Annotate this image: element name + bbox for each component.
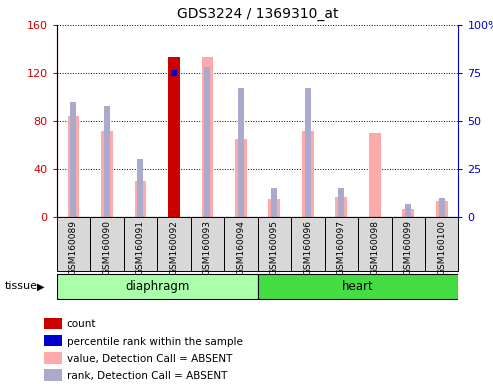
- Bar: [369, 133, 381, 217]
- Text: percentile rank within the sample: percentile rank within the sample: [67, 337, 243, 347]
- Text: GSM160094: GSM160094: [236, 220, 246, 275]
- Bar: [338, 188, 344, 217]
- Bar: [202, 57, 213, 217]
- FancyBboxPatch shape: [425, 217, 458, 271]
- Bar: [171, 70, 177, 76]
- FancyBboxPatch shape: [257, 217, 291, 271]
- Text: rank, Detection Call = ABSENT: rank, Detection Call = ABSENT: [67, 371, 227, 381]
- Bar: [436, 201, 448, 217]
- FancyBboxPatch shape: [124, 217, 157, 271]
- Text: diaphragm: diaphragm: [125, 280, 189, 293]
- Bar: [70, 102, 76, 217]
- FancyBboxPatch shape: [57, 217, 90, 271]
- Bar: [238, 88, 244, 217]
- FancyBboxPatch shape: [358, 217, 391, 271]
- FancyBboxPatch shape: [324, 217, 358, 271]
- Text: GSM160100: GSM160100: [437, 220, 446, 275]
- Text: GSM160089: GSM160089: [69, 220, 78, 275]
- FancyBboxPatch shape: [191, 217, 224, 271]
- Text: value, Detection Call = ABSENT: value, Detection Call = ABSENT: [67, 354, 232, 364]
- Bar: [439, 198, 445, 217]
- Bar: [205, 67, 211, 217]
- Text: GSM160091: GSM160091: [136, 220, 145, 275]
- Text: count: count: [67, 319, 96, 329]
- Text: GSM160092: GSM160092: [170, 220, 178, 275]
- Text: GSM160095: GSM160095: [270, 220, 279, 275]
- FancyBboxPatch shape: [224, 217, 257, 271]
- Bar: [335, 197, 347, 217]
- Bar: [138, 159, 143, 217]
- Text: tissue: tissue: [5, 281, 38, 291]
- FancyBboxPatch shape: [90, 217, 124, 271]
- Bar: [269, 199, 280, 217]
- Text: GSM160097: GSM160097: [337, 220, 346, 275]
- Text: GSM160096: GSM160096: [303, 220, 313, 275]
- FancyBboxPatch shape: [257, 274, 458, 299]
- Bar: [402, 209, 414, 217]
- Text: GSM160099: GSM160099: [404, 220, 413, 275]
- FancyBboxPatch shape: [157, 217, 191, 271]
- Bar: [302, 131, 314, 217]
- Bar: [104, 106, 110, 217]
- Bar: [271, 188, 278, 217]
- FancyBboxPatch shape: [391, 217, 425, 271]
- Text: GSM160093: GSM160093: [203, 220, 212, 275]
- Bar: [235, 139, 246, 217]
- Bar: [305, 88, 311, 217]
- FancyBboxPatch shape: [57, 274, 257, 299]
- Text: ▶: ▶: [37, 281, 44, 291]
- FancyBboxPatch shape: [291, 217, 324, 271]
- Text: heart: heart: [342, 280, 374, 293]
- Title: GDS3224 / 1369310_at: GDS3224 / 1369310_at: [177, 7, 338, 21]
- Bar: [101, 131, 113, 217]
- Text: GSM160098: GSM160098: [370, 220, 379, 275]
- Text: GSM160090: GSM160090: [103, 220, 111, 275]
- Bar: [135, 181, 146, 217]
- Bar: [168, 57, 180, 217]
- Bar: [405, 204, 411, 217]
- Bar: [68, 116, 79, 217]
